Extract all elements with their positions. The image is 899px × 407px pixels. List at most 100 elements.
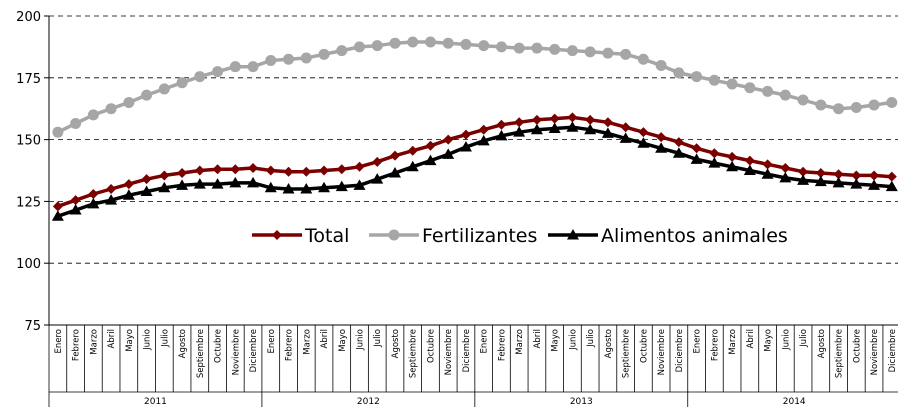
data-point xyxy=(548,122,561,133)
x-tick-label: Abril xyxy=(533,329,543,348)
data-point xyxy=(336,45,348,57)
data-point xyxy=(602,117,613,128)
data-point xyxy=(477,134,490,146)
data-point xyxy=(566,121,579,132)
data-point xyxy=(886,97,898,109)
legend: Total Fertilizantes Alimentos animales xyxy=(246,221,798,249)
data-point xyxy=(673,67,685,79)
x-tick-label: Noviembre xyxy=(870,329,880,375)
x-tick-label: Marzo xyxy=(728,329,738,355)
year-label: 2013 xyxy=(570,397,593,407)
legend-swatch-marker xyxy=(388,229,400,241)
y-tick-label: 125 xyxy=(16,195,41,210)
data-point xyxy=(230,164,241,175)
data-point xyxy=(709,148,720,159)
series-alimentos-animales xyxy=(51,121,898,221)
data-point xyxy=(850,178,863,189)
x-tick-label: Diciembre xyxy=(675,329,685,372)
legend-label: Total xyxy=(304,225,349,247)
data-point xyxy=(300,52,312,64)
data-point xyxy=(388,166,401,178)
x-tick-label: Julio xyxy=(799,329,809,348)
data-point xyxy=(690,153,703,164)
data-point xyxy=(283,53,295,65)
data-point xyxy=(88,188,99,199)
data-point xyxy=(815,99,827,111)
x-tick-label: Agosto xyxy=(178,329,188,358)
data-point xyxy=(815,167,826,178)
data-point xyxy=(282,183,295,194)
data-point xyxy=(478,124,489,135)
x-tick-label: Septiembre xyxy=(409,329,419,378)
data-point xyxy=(656,132,667,143)
data-point xyxy=(194,71,206,83)
data-point xyxy=(194,165,205,176)
data-point xyxy=(51,210,64,221)
data-point xyxy=(832,176,845,188)
data-point xyxy=(620,48,632,60)
data-point xyxy=(726,160,739,172)
data-point xyxy=(425,140,436,151)
data-point xyxy=(264,181,277,193)
data-point xyxy=(797,94,809,106)
data-point xyxy=(531,42,543,54)
data-point xyxy=(70,195,81,206)
data-point xyxy=(123,97,135,109)
data-point xyxy=(301,166,312,177)
data-point xyxy=(868,99,880,111)
data-point xyxy=(530,123,543,135)
data-point xyxy=(407,145,418,156)
x-tick-label: Octubre xyxy=(426,329,436,363)
x-tick-label: Enero xyxy=(480,329,490,354)
data-point xyxy=(424,36,436,48)
legend-label: Fertilizantes xyxy=(422,225,537,247)
data-point xyxy=(514,117,525,128)
data-point xyxy=(762,159,773,170)
x-tick-label: Junio xyxy=(143,329,153,351)
data-point xyxy=(87,197,100,209)
data-point xyxy=(442,37,454,49)
x-tick-label: Enero xyxy=(54,329,64,354)
data-point xyxy=(424,154,437,166)
data-point xyxy=(212,164,223,175)
data-point xyxy=(354,41,366,53)
data-point xyxy=(283,166,294,177)
data-point xyxy=(353,179,366,190)
x-tick-label: Mayo xyxy=(338,329,348,352)
data-point xyxy=(211,178,224,189)
data-point xyxy=(743,164,756,175)
x-tick-label: Septiembre xyxy=(622,329,632,378)
data-point xyxy=(567,112,578,123)
x-tick-label: Febrero xyxy=(497,329,507,361)
data-point xyxy=(176,179,189,190)
data-point xyxy=(727,151,738,162)
data-point xyxy=(318,48,330,60)
data-point xyxy=(637,137,650,148)
x-tick-label: Abril xyxy=(746,329,756,348)
data-point xyxy=(780,163,791,174)
x-tick-label: Mayo xyxy=(551,329,561,352)
data-point xyxy=(442,148,455,159)
data-point xyxy=(691,143,702,154)
data-point xyxy=(869,170,880,181)
data-point xyxy=(868,179,881,190)
x-tick-label: Noviembre xyxy=(657,329,667,375)
data-point xyxy=(513,126,526,137)
x-tick-label: Octubre xyxy=(214,329,224,363)
data-point xyxy=(335,180,348,192)
legend-label: Alimentos animales xyxy=(601,225,788,247)
year-label: 2011 xyxy=(144,397,167,407)
x-tick-label: Febrero xyxy=(285,329,295,361)
data-point xyxy=(318,181,331,193)
x-tick-label: Diciembre xyxy=(462,329,472,372)
x-tick-label: Abril xyxy=(107,329,117,348)
data-point xyxy=(708,157,721,168)
x-tick-label: Mayo xyxy=(125,329,135,352)
x-tick-label: Agosto xyxy=(604,329,614,358)
data-point xyxy=(52,126,64,138)
data-point xyxy=(407,36,419,48)
data-point xyxy=(744,82,756,94)
x-tick-label: Agosto xyxy=(817,329,827,358)
data-point xyxy=(708,74,720,86)
data-point xyxy=(886,171,897,182)
